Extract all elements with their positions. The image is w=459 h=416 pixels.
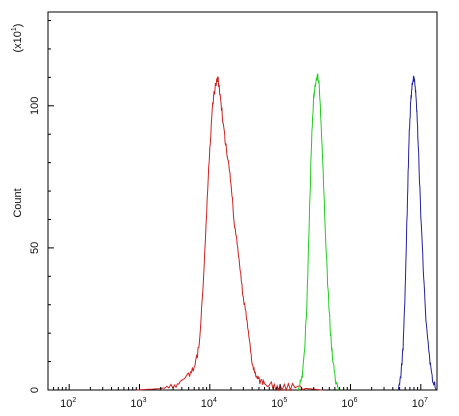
y-multiplier-label: (x101) xyxy=(11,24,24,53)
x-tick-label: 106 xyxy=(341,397,357,410)
x-tick-label: 103 xyxy=(130,397,146,410)
plot-frame xyxy=(47,11,438,391)
x-tick-label: 102 xyxy=(60,397,76,410)
x-tick-label: 104 xyxy=(201,397,217,410)
x-tick-label: 107 xyxy=(412,397,428,410)
y-tick-label: 0 xyxy=(29,387,41,393)
series-trace-2 xyxy=(297,73,340,391)
series-trace-3 xyxy=(397,75,437,391)
x-axis: 102 103 104 105 106 107 xyxy=(47,384,428,410)
plot-border xyxy=(47,11,438,391)
y-tick-label: 50 xyxy=(29,242,41,254)
series-trace-1 xyxy=(136,76,323,392)
x-tick-label: 105 xyxy=(271,397,287,410)
y-axis-title: Count xyxy=(12,188,24,217)
y-tick-label: 100 xyxy=(29,97,41,115)
series-layer xyxy=(136,73,437,392)
y-axis: 0 50 100 xyxy=(29,20,54,393)
